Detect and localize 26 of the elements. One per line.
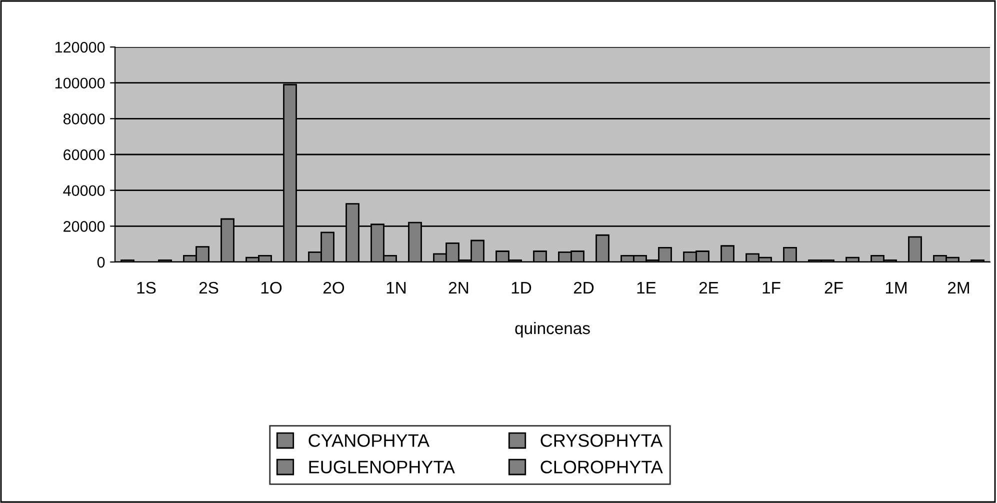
x-tick-label: 2O (323, 282, 344, 294)
x-tick-label: 2M (948, 282, 969, 294)
legend-label: EUGLENOPHYTA (309, 460, 455, 474)
y-tick-label: 100000 (55, 78, 105, 89)
y-tick-label: 0 (97, 256, 105, 268)
x-tick-label: 1D (512, 282, 532, 294)
x-tick-label: 2D (574, 282, 594, 294)
legend-label: CRYSOPHYTA (540, 434, 663, 447)
y-tick-label: 60000 (64, 149, 105, 160)
x-tick-label: 1S (137, 282, 156, 294)
x-tick-label: 1F (762, 282, 780, 294)
x-tick-label: 1O (261, 282, 282, 294)
x-tick-label: 1E (637, 282, 656, 294)
x-tick-label: 2F (824, 282, 843, 294)
x-tick-label: 2E (699, 282, 718, 294)
y-tick-label: 40000 (63, 185, 105, 196)
legend-label: CLOROPHYTA (540, 460, 663, 474)
x-axis-title: quincenas (515, 322, 590, 338)
legend-label: CYANOPHYTA (308, 434, 430, 447)
x-tick-label: 2N (448, 282, 468, 294)
x-tick-label: 2S (199, 282, 218, 294)
y-tick-label: 120000 (55, 42, 105, 53)
x-tick-label: 1N (386, 282, 406, 294)
y-tick-label: 20000 (64, 221, 105, 232)
y-tick-label: 80000 (63, 114, 105, 124)
x-tick-label: 1M (886, 282, 906, 294)
